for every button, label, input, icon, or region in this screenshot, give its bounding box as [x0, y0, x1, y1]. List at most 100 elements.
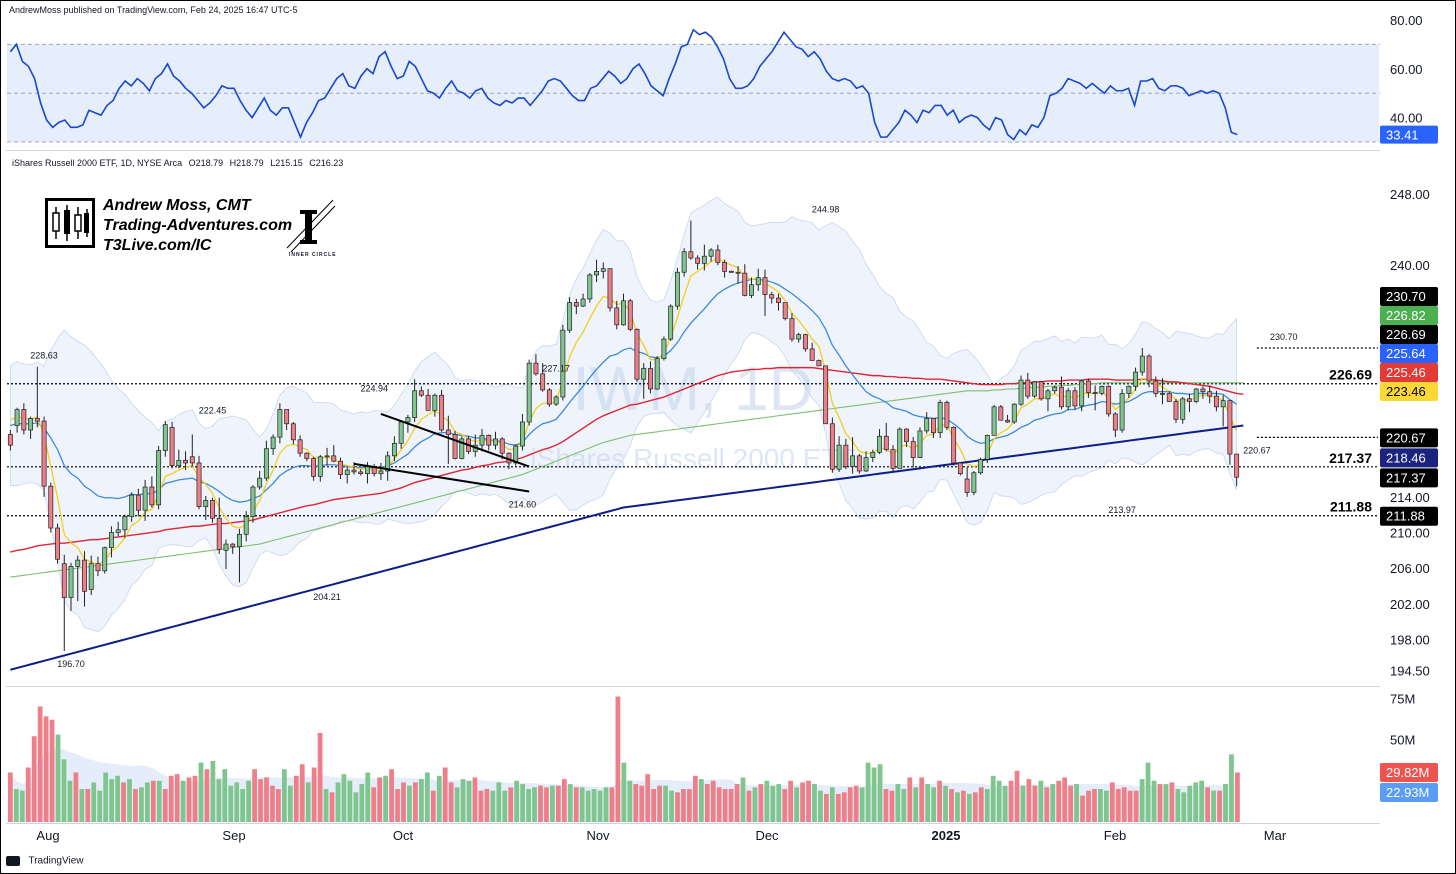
- volume-bar: [722, 789, 728, 822]
- candle-body: [452, 434, 458, 459]
- volume-bar: [615, 696, 621, 822]
- volume-bar: [1026, 779, 1032, 822]
- volume-bar: [508, 787, 514, 822]
- volume-bar: [1217, 790, 1222, 822]
- volume-bar: [609, 787, 615, 822]
- candle-body: [1227, 400, 1233, 455]
- volume-bar: [371, 787, 377, 822]
- publish-header: AndrewMoss published on TradingView.com,…: [0, 0, 1456, 18]
- candle-body: [621, 300, 626, 326]
- watermark-name: iShares Russell 2000 ETF: [530, 443, 855, 474]
- candle-body: [203, 500, 209, 507]
- candle-body: [311, 458, 317, 477]
- candle-body: [870, 451, 876, 458]
- price-tag-label: 217.37: [1386, 470, 1426, 485]
- volume-bar: [1235, 772, 1240, 822]
- volume-bar: [1008, 780, 1014, 822]
- volume-bar: [97, 790, 103, 822]
- tradingview-footer[interactable]: TradingView: [6, 852, 206, 872]
- volume-bar: [1181, 792, 1187, 822]
- candle-body: [944, 402, 950, 428]
- volume-bar: [418, 779, 424, 822]
- volume-bar: [573, 787, 579, 822]
- volume-bar: [37, 706, 43, 822]
- volume-bar: [258, 779, 263, 822]
- trendline: [380, 413, 530, 468]
- price-tag: [1380, 287, 1438, 306]
- volume-bar: [240, 789, 246, 822]
- ohlc-low: L215.15: [270, 158, 303, 168]
- volume-bar: [1020, 785, 1026, 822]
- candle-body: [668, 305, 674, 340]
- pane-divider: [6, 686, 1380, 687]
- volume-bar: [853, 785, 859, 822]
- volume-bar: [460, 779, 466, 822]
- candle-body: [674, 271, 680, 307]
- candle-body: [351, 469, 357, 473]
- volume-bar: [984, 789, 990, 822]
- price-annotation: 214.60: [509, 499, 537, 509]
- volume-bar: [139, 787, 144, 822]
- volume-bar: [7, 772, 13, 822]
- candle-body: [331, 455, 337, 462]
- candle-body: [432, 394, 438, 411]
- volume-bar: [943, 785, 948, 822]
- rsi-pane: 80.00 60.00 40.00 33.41: [7, 13, 1438, 144]
- volume-bar: [544, 787, 549, 822]
- volume-bar: [829, 787, 835, 822]
- candle-body: [391, 443, 397, 457]
- author-site: Trading-Adventures.com: [103, 217, 293, 234]
- candle-body: [149, 486, 155, 506]
- candle-body: [418, 390, 424, 396]
- volume-bar: [579, 787, 585, 822]
- volume-bar: [109, 779, 115, 822]
- candle-body: [1032, 381, 1037, 397]
- candle-body: [82, 559, 87, 592]
- author-name: Andrew Moss, CMT: [103, 197, 251, 214]
- volume-bar: [67, 780, 73, 822]
- volume-bar: [133, 789, 138, 822]
- volume-bar: [228, 785, 234, 822]
- candle-body: [553, 396, 559, 405]
- candle-body: [1126, 385, 1132, 394]
- price-tag: [1380, 428, 1438, 448]
- candle-body: [1187, 398, 1192, 402]
- volume-bar: [1157, 784, 1163, 822]
- candle-body: [567, 302, 573, 331]
- x-tick-label: 2025: [932, 828, 961, 843]
- x-tick-label: Mar: [1264, 828, 1287, 843]
- candle-body: [28, 418, 34, 431]
- candle-body: [971, 472, 977, 493]
- inner-circle-caption: INNER CIRCLE: [289, 252, 337, 258]
- candle-body: [607, 268, 613, 309]
- volume-bar: [329, 792, 335, 822]
- volume-bar: [966, 793, 972, 822]
- volume-bar: [359, 784, 365, 822]
- volume-bar: [901, 789, 907, 822]
- volume-bar: [1205, 787, 1211, 822]
- volume-bar: [681, 789, 686, 822]
- candle-body: [1220, 400, 1226, 408]
- symbol-legend: iShares Russell 2000 ETF, 1D, NYSE Arca …: [12, 158, 347, 168]
- candle-body: [189, 456, 195, 464]
- volume-bar: [1151, 780, 1157, 822]
- volume-bar: [299, 764, 305, 822]
- candle-body: [385, 455, 391, 472]
- price-annotation: 227.17: [542, 363, 570, 373]
- candle-body: [1160, 393, 1165, 395]
- candle-body: [499, 438, 505, 454]
- candle-body: [1072, 390, 1078, 407]
- volume-bar: [365, 772, 371, 822]
- volume-bar: [752, 787, 758, 822]
- volume-bar: [698, 779, 704, 822]
- candle-body: [1213, 395, 1219, 408]
- price-annotation: 196.70: [57, 659, 85, 669]
- tradingview-logo-icon: [6, 855, 20, 866]
- volume-bar: [651, 789, 657, 822]
- volume-bar: [401, 782, 406, 822]
- volume-bar: [192, 775, 198, 822]
- volume-bar: [1187, 785, 1193, 822]
- candle-body: [681, 251, 687, 273]
- volume-bar: [168, 775, 174, 822]
